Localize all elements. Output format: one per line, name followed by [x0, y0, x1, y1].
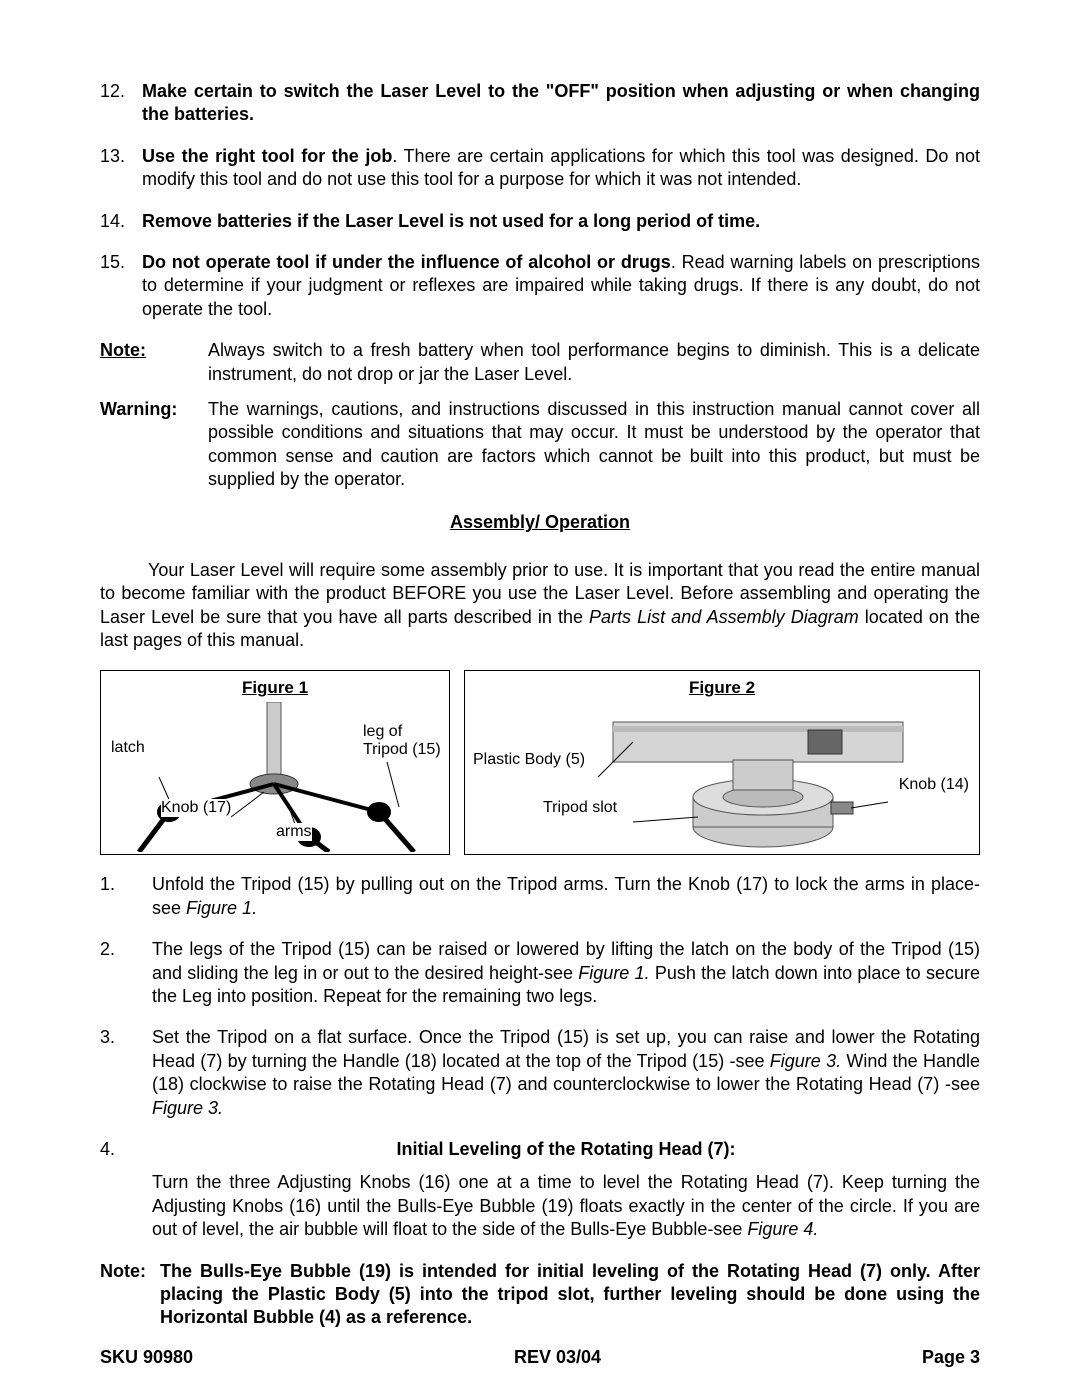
figure-1-label-latch: latch: [111, 739, 145, 757]
figure-2-label-body: Plastic Body (5): [473, 751, 585, 769]
footer-page: Page 3: [922, 1346, 980, 1369]
safety-item: 14.Remove batteries if the Laser Level i…: [100, 210, 980, 233]
footer-sku: SKU 90980: [100, 1346, 193, 1369]
safety-list: 12.Make certain to switch the Laser Leve…: [100, 80, 980, 321]
warning-body: The warnings, cautions, and instructions…: [208, 398, 980, 492]
safety-item-num: 12.: [100, 80, 142, 127]
assembly-steps: 1.Unfold the Tripod (15) by pulling out …: [100, 873, 980, 1241]
assembly-step: 4.Initial Leveling of the Rotating Head …: [100, 1138, 980, 1242]
assembly-step-body: The legs of the Tripod (15) can be raise…: [152, 938, 980, 1008]
note-label: Note:: [100, 339, 208, 386]
figure-1-label-arms: arms: [276, 823, 312, 841]
assembly-step-subhead: Initial Leveling of the Rotating Head (7…: [152, 1138, 980, 1161]
safety-item-body: Remove batteries if the Laser Level is n…: [142, 210, 980, 233]
safety-item-num: 13.: [100, 145, 142, 192]
assembly-step-num: 2.: [100, 938, 152, 1008]
page-footer: SKU 90980 REV 03/04 Page 3: [100, 1346, 980, 1369]
page: 12.Make certain to switch the Laser Leve…: [0, 0, 1080, 1397]
assembly-heading: Assembly/ Operation: [100, 511, 980, 534]
assembly-step: 3.Set the Tripod on a flat surface. Once…: [100, 1026, 980, 1120]
figure-2-label-slot: Tripod slot: [543, 799, 617, 817]
assembly-step-body: Initial Leveling of the Rotating Head (7…: [152, 1138, 980, 1242]
assembly-step-num: 3.: [100, 1026, 152, 1120]
figure-2-title: Figure 2: [473, 677, 971, 699]
note-row: Note: Always switch to a fresh battery w…: [100, 339, 980, 386]
assembly-step-body: Unfold the Tripod (15) by pulling out on…: [152, 873, 980, 920]
intro-paragraph: Your Laser Level will require some assem…: [100, 559, 980, 653]
figure-2-diagram: [473, 702, 963, 852]
safety-item-num: 15.: [100, 251, 142, 321]
figure-2: Figure 2 Plastic B: [464, 670, 980, 855]
footer-rev: REV 03/04: [514, 1346, 601, 1369]
figure-1-title: Figure 1: [109, 677, 441, 699]
note-body: Always switch to a fresh battery when to…: [208, 339, 980, 386]
intro-italic: Parts List and Assembly Diagram: [589, 607, 859, 627]
figure-2-label-knob: Knob (14): [899, 776, 969, 794]
assembly-step: 2.The legs of the Tripod (15) can be rai…: [100, 938, 980, 1008]
assembly-step-num: 4.: [100, 1138, 152, 1242]
warning-row: Warning: The warnings, cautions, and ins…: [100, 398, 980, 492]
final-note-body: The Bulls-Eye Bubble (19) is intended fo…: [160, 1260, 980, 1330]
safety-item-num: 14.: [100, 210, 142, 233]
final-note-label: Note:: [100, 1260, 160, 1330]
figures-row: Figure 1: [100, 670, 980, 855]
safety-item: 13.Use the right tool for the job. There…: [100, 145, 980, 192]
figure-1-label-knob: Knob (17): [161, 799, 231, 817]
safety-item-body: Do not operate tool if under the influen…: [142, 251, 980, 321]
assembly-step-num: 1.: [100, 873, 152, 920]
safety-item: 12.Make certain to switch the Laser Leve…: [100, 80, 980, 127]
safety-item-body: Use the right tool for the job. There ar…: [142, 145, 980, 192]
figure-1-label-leg: leg of Tripod (15): [363, 723, 441, 758]
final-note: Note: The Bulls-Eye Bubble (19) is inten…: [100, 1260, 980, 1330]
safety-item-body: Make certain to switch the Laser Level t…: [142, 80, 980, 127]
assembly-step-body: Set the Tripod on a flat surface. Once t…: [152, 1026, 980, 1120]
warning-label: Warning:: [100, 398, 208, 492]
assembly-step: 1.Unfold the Tripod (15) by pulling out …: [100, 873, 980, 920]
safety-item: 15.Do not operate tool if under the infl…: [100, 251, 980, 321]
figure-1: Figure 1: [100, 670, 450, 855]
